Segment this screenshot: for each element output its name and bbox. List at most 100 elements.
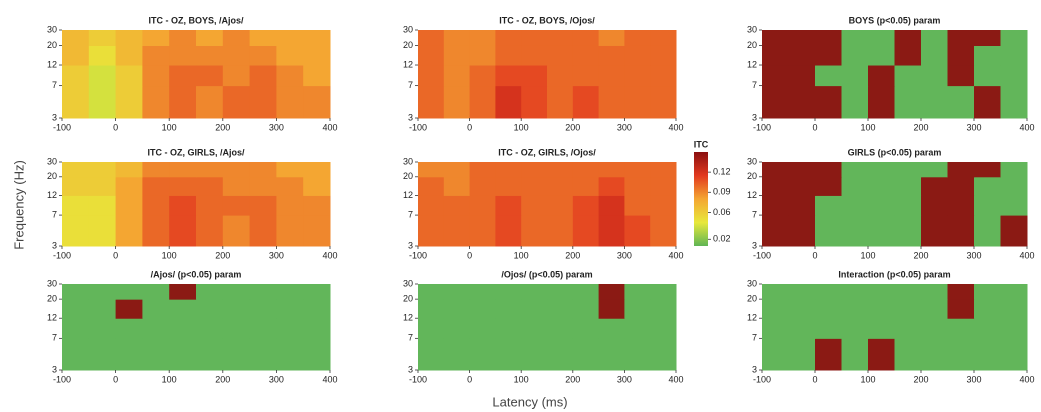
heatmap-cell: [115, 85, 143, 119]
heatmap-cell: [788, 299, 816, 319]
heatmap-cell: [762, 65, 789, 87]
heatmap-cell: [868, 162, 895, 178]
heatmap-cell: [572, 299, 600, 319]
heatmap-cell: [572, 65, 600, 87]
heatmap-cell: [894, 318, 922, 339]
heatmap-cell: [495, 215, 522, 247]
panel: [762, 162, 1028, 247]
x-tick-label: 0: [812, 250, 817, 260]
heatmap-cell: [788, 65, 816, 87]
colorbar: [694, 152, 708, 246]
heatmap-cell: [62, 284, 90, 300]
heatmap-cell: [303, 45, 331, 66]
heatmap-cell: [88, 318, 117, 339]
heatmap-cell: [276, 176, 304, 196]
heatmap-cell: [894, 284, 922, 300]
heatmap-cell: [142, 299, 170, 319]
heatmap-cell: [547, 30, 574, 46]
heatmap-cell: [762, 85, 789, 119]
heatmap-cell: [222, 284, 251, 300]
heatmap-cell: [88, 65, 117, 87]
panel-title: ITC - OZ, BOYS, /Ojos/: [499, 15, 595, 25]
x-tick-label: 300: [966, 122, 981, 132]
heatmap-cell: [418, 65, 445, 87]
heatmap-cell: [1000, 195, 1028, 216]
y-tick-label: 12: [403, 313, 413, 323]
heatmap-cell: [115, 299, 143, 319]
heatmap-cell: [142, 162, 170, 178]
heatmap-cell: [572, 162, 600, 178]
x-tick-label: -100: [53, 374, 71, 384]
heatmap-cell: [868, 338, 895, 371]
x-tick-label: 200: [215, 122, 230, 132]
heatmap-cell: [762, 30, 789, 46]
heatmap-cell: [62, 215, 90, 247]
heatmap-cell: [598, 284, 625, 300]
heatmap-cell: [469, 299, 496, 319]
heatmap-cell: [222, 162, 251, 178]
heatmap-cell: [222, 65, 251, 87]
y-tick-label: 3: [408, 240, 413, 250]
x-tick-label: -100: [753, 122, 771, 132]
heatmap-cell: [624, 85, 651, 119]
heatmap-cell: [521, 284, 548, 300]
x-tick-label: -100: [53, 250, 71, 260]
heatmap-cell: [572, 195, 600, 216]
heatmap-cell: [788, 215, 816, 247]
heatmap-cell: [815, 45, 842, 66]
y-tick-label: 12: [403, 59, 413, 69]
heatmap-cell: [142, 85, 170, 119]
heatmap-cell: [222, 195, 251, 216]
heatmap-cell: [947, 30, 975, 46]
heatmap-cell: [418, 30, 445, 46]
y-tick-label: 30: [403, 156, 413, 166]
heatmap-cell: [624, 176, 651, 196]
x-tick-label: 100: [162, 122, 177, 132]
panel: [418, 30, 677, 119]
heatmap-cell: [547, 215, 574, 247]
heatmap-cell: [249, 299, 277, 319]
y-tick-label: 7: [52, 209, 57, 219]
heatmap-cell: [469, 215, 496, 247]
heatmap-cell: [521, 195, 548, 216]
x-tick-label: 200: [565, 122, 580, 132]
heatmap-cell: [88, 30, 117, 46]
panel: [62, 162, 331, 247]
heatmap-cell: [1000, 45, 1028, 66]
heatmap-cell: [443, 284, 471, 300]
heatmap-cell: [598, 45, 625, 66]
x-tick-label: 200: [913, 250, 928, 260]
heatmap-cell: [276, 215, 304, 247]
heatmap-cell: [469, 162, 496, 178]
heatmap-cell: [222, 176, 251, 196]
heatmap-cell: [572, 30, 600, 46]
heatmap-cell: [921, 318, 948, 339]
heatmap-cell: [974, 45, 1001, 66]
heatmap-cell: [196, 45, 224, 66]
heatmap-cell: [142, 176, 170, 196]
x-tick-label: 300: [269, 122, 284, 132]
heatmap-cell: [624, 162, 651, 178]
x-tick-label: 300: [269, 250, 284, 260]
x-tick-label: 300: [617, 122, 632, 132]
x-tick-label: -100: [409, 122, 427, 132]
heatmap-cell: [624, 195, 651, 216]
heatmap-cell: [921, 162, 948, 178]
heatmap-cell: [547, 65, 574, 87]
heatmap-cell: [624, 338, 651, 371]
panel-title: /Ojos/ (p<0.05) param: [501, 269, 592, 279]
heatmap-cell: [1000, 215, 1028, 247]
heatmap-cell: [142, 30, 170, 46]
x-tick-label: 0: [113, 250, 118, 260]
heatmap-cell: [169, 30, 197, 46]
heatmap-cell: [974, 284, 1001, 300]
x-tick-label: 400: [1019, 374, 1034, 384]
heatmap-cell: [169, 85, 197, 119]
heatmap-cell: [762, 338, 789, 371]
heatmap-cell: [921, 299, 948, 319]
heatmap-cell: [650, 162, 677, 178]
heatmap-cell: [572, 215, 600, 247]
panel-title: Interaction (p<0.05) param: [838, 269, 950, 279]
y-tick-label: 7: [752, 333, 757, 343]
heatmap-cell: [249, 45, 277, 66]
